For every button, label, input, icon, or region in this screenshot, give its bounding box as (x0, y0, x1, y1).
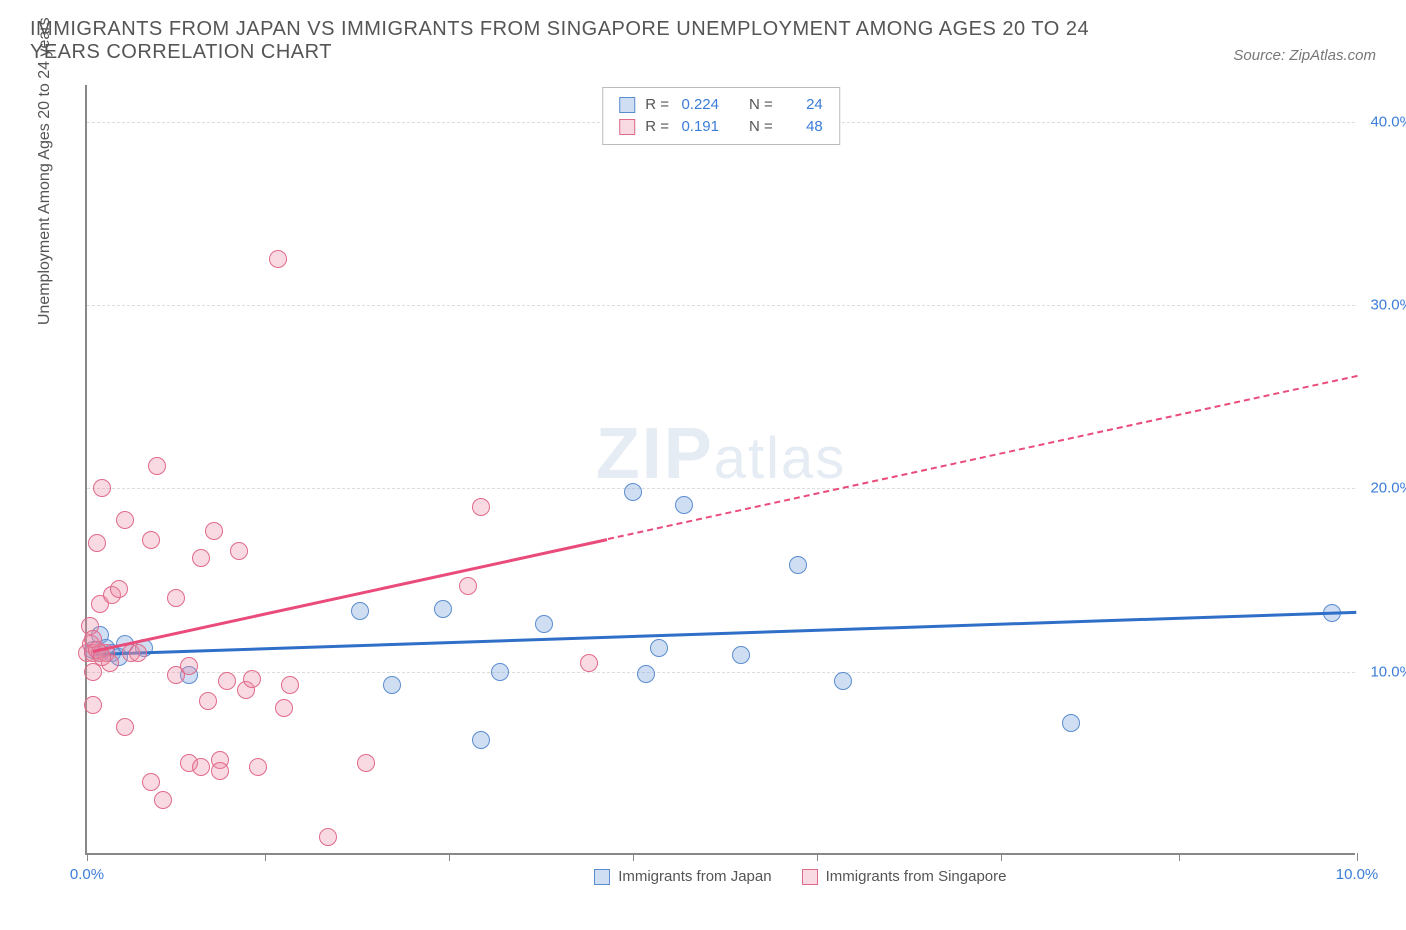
data-point (624, 483, 642, 501)
legend-item-japan: Immigrants from Japan (594, 868, 771, 885)
grid-line (87, 672, 1355, 673)
data-point (88, 534, 106, 552)
legend-item-singapore: Immigrants from Singapore (802, 868, 1007, 885)
swatch-japan-icon (594, 869, 610, 885)
data-point (93, 479, 111, 497)
data-point (675, 496, 693, 514)
data-point (230, 542, 248, 560)
data-point (142, 531, 160, 549)
data-point (110, 580, 128, 598)
data-point (249, 758, 267, 776)
data-point (834, 672, 852, 690)
data-point (154, 791, 172, 809)
data-point (789, 556, 807, 574)
y-axis-title: Unemployment Among Ages 20 to 24 years (36, 17, 54, 325)
chart-header: IMMIGRANTS FROM JAPAN VS IMMIGRANTS FROM… (0, 0, 1406, 74)
correlation-legend: R = 0.224 N = 24 R = 0.191 N = 48 (602, 87, 840, 145)
x-tick-label: 0.0% (70, 866, 104, 883)
data-point (580, 654, 598, 672)
data-point (167, 589, 185, 607)
data-point (434, 600, 452, 618)
swatch-singapore (619, 119, 635, 135)
data-point (192, 758, 210, 776)
data-point (180, 657, 198, 675)
data-point (535, 615, 553, 633)
x-tick (1001, 853, 1002, 861)
x-tick (817, 853, 818, 861)
data-point (319, 828, 337, 846)
y-tick-label: 20.0% (1370, 480, 1406, 497)
swatch-singapore-icon (802, 869, 818, 885)
data-point (383, 676, 401, 694)
data-point (148, 457, 166, 475)
data-point (142, 773, 160, 791)
data-point (357, 754, 375, 772)
trend-line (607, 375, 1357, 540)
data-point (205, 522, 223, 540)
x-tick-label: 10.0% (1336, 866, 1379, 883)
data-point (129, 644, 147, 662)
data-point (275, 699, 293, 717)
data-point (472, 498, 490, 516)
x-tick (449, 853, 450, 861)
data-point (116, 511, 134, 529)
x-tick (265, 853, 266, 861)
y-tick-label: 10.0% (1370, 663, 1406, 680)
data-point (211, 762, 229, 780)
data-point (351, 602, 369, 620)
data-point (269, 250, 287, 268)
series-legend: Immigrants from Japan Immigrants from Si… (594, 868, 1006, 885)
data-point (732, 646, 750, 664)
grid-line (87, 488, 1355, 489)
data-point (1062, 714, 1080, 732)
x-tick (633, 853, 634, 861)
data-point (650, 639, 668, 657)
chart-source: Source: ZipAtlas.com (1233, 47, 1376, 64)
chart-area: Unemployment Among Ages 20 to 24 years Z… (60, 85, 1380, 855)
y-tick-label: 40.0% (1370, 113, 1406, 130)
grid-line (87, 305, 1355, 306)
trend-line (93, 611, 1357, 656)
data-point (637, 665, 655, 683)
data-point (459, 577, 477, 595)
swatch-japan (619, 97, 635, 113)
chart-title: IMMIGRANTS FROM JAPAN VS IMMIGRANTS FROM… (30, 18, 1130, 64)
data-point (472, 731, 490, 749)
legend-row-singapore: R = 0.191 N = 48 (619, 116, 823, 138)
data-point (243, 670, 261, 688)
x-tick (1179, 853, 1180, 861)
data-point (218, 672, 236, 690)
legend-row-japan: R = 0.224 N = 24 (619, 94, 823, 116)
data-point (281, 676, 299, 694)
plot-region: ZIPatlas R = 0.224 N = 24 R = 0.191 N = … (85, 85, 1355, 855)
x-tick (1357, 853, 1358, 861)
data-point (192, 549, 210, 567)
data-point (116, 718, 134, 736)
data-point (491, 663, 509, 681)
data-point (84, 696, 102, 714)
y-tick-label: 30.0% (1370, 297, 1406, 314)
data-point (199, 692, 217, 710)
x-tick (87, 853, 88, 861)
